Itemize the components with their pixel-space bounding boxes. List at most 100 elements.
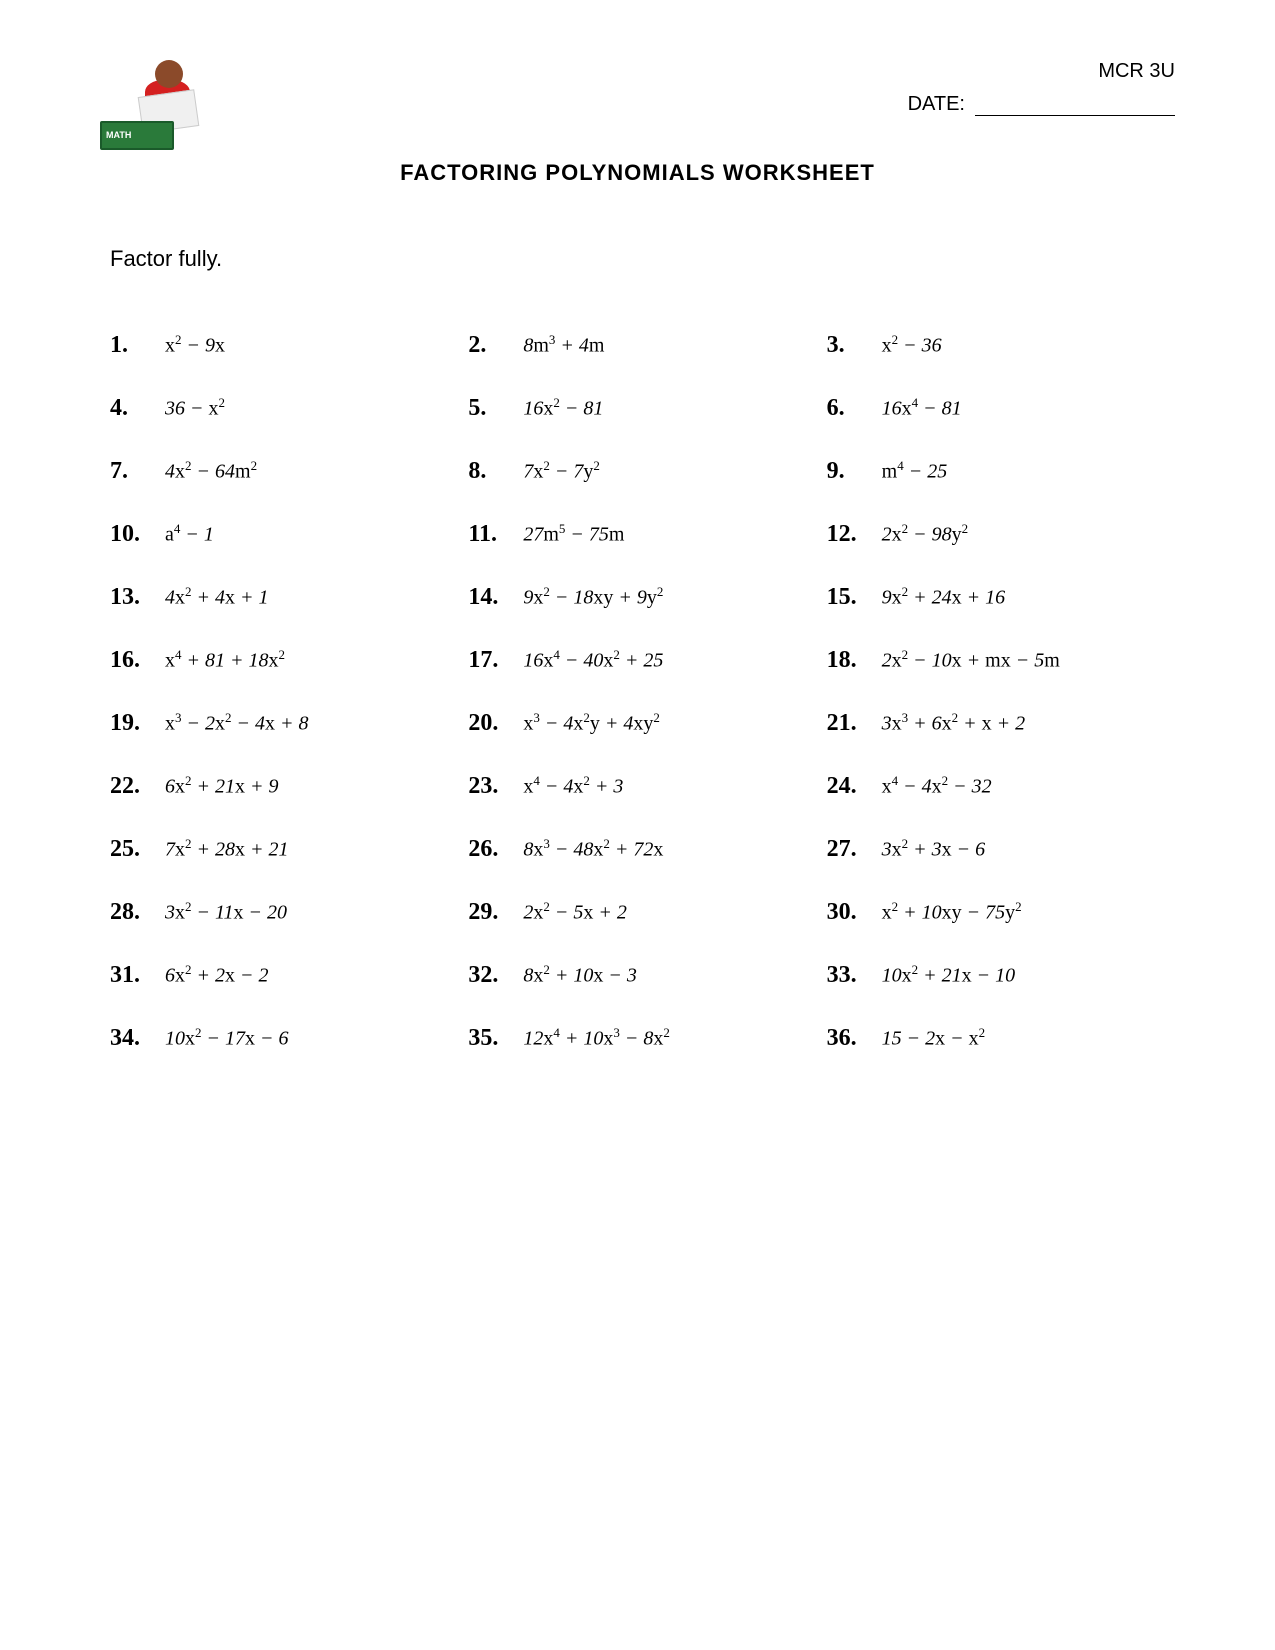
problem-expression: 16x2 − 81 — [523, 395, 603, 421]
problem-expression: 8x2 + 10x − 3 — [523, 962, 637, 988]
problem-expression: 9x2 − 18xy + 9y2 — [523, 584, 663, 610]
problem-expression: x4 − 4x2 + 3 — [523, 773, 623, 799]
problem-number: 22. — [110, 773, 165, 800]
problem-item: 35.12x4 + 10x3 − 8x2 — [468, 1025, 816, 1052]
problem-number: 30. — [827, 899, 882, 926]
problem-number: 5. — [468, 395, 523, 422]
problem-expression: 3x2 − 11x − 20 — [165, 899, 287, 925]
problem-expression: x2 − 36 — [882, 332, 942, 358]
problem-item: 18.2x2 − 10x + mx − 5m — [827, 647, 1175, 674]
problem-item: 7.4x2 − 64m2 — [110, 458, 458, 485]
instructions: Factor fully. — [110, 246, 1175, 272]
problem-item: 28.3x2 − 11x − 20 — [110, 899, 458, 926]
problem-expression: x3 − 2x2 − 4x + 8 — [165, 710, 309, 736]
problem-expression: 15 − 2x − x2 — [882, 1025, 986, 1051]
problem-number: 18. — [827, 647, 882, 674]
problem-item: 23.x4 − 4x2 + 3 — [468, 773, 816, 800]
course-code: MCR 3U — [908, 60, 1175, 83]
problem-number: 29. — [468, 899, 523, 926]
problem-expression: 2x2 − 10x + mx − 5m — [882, 647, 1060, 673]
problem-item: 3.x2 − 36 — [827, 332, 1175, 359]
problem-expression: 7x2 − 7y2 — [523, 458, 600, 484]
problem-item: 11.27m5 − 75m — [468, 521, 816, 548]
problem-number: 33. — [827, 962, 882, 989]
problem-expression: 36 − x2 — [165, 395, 225, 421]
problem-number: 23. — [468, 773, 523, 800]
problem-item: 21.3x3 + 6x2 + x + 2 — [827, 710, 1175, 737]
problem-expression: 3x3 + 6x2 + x + 2 — [882, 710, 1026, 736]
problem-number: 17. — [468, 647, 523, 674]
date-underline — [975, 115, 1175, 116]
problem-number: 3. — [827, 332, 882, 359]
problem-number: 25. — [110, 836, 165, 863]
problem-item: 26.8x3 − 48x2 + 72x — [468, 836, 816, 863]
problem-item: 5.16x2 − 81 — [468, 395, 816, 422]
problem-number: 12. — [827, 521, 882, 548]
problem-item: 30.x2 + 10xy − 75y2 — [827, 899, 1175, 926]
problem-expression: 10x2 − 17x − 6 — [165, 1025, 289, 1051]
problem-expression: x4 − 4x2 − 32 — [882, 773, 992, 799]
problem-item: 24.x4 − 4x2 − 32 — [827, 773, 1175, 800]
problem-expression: 12x4 + 10x3 − 8x2 — [523, 1025, 670, 1051]
problem-item: 27.3x2 + 3x − 6 — [827, 836, 1175, 863]
problem-item: 1.x2 − 9x — [110, 332, 458, 359]
problem-item: 33.10x2 + 21x − 10 — [827, 962, 1175, 989]
problems-grid: 1.x2 − 9x2.8m3 + 4m3.x2 − 364.36 − x25.1… — [110, 332, 1175, 1052]
problem-expression: x2 + 10xy − 75y2 — [882, 899, 1022, 925]
problem-item: 36.15 − 2x − x2 — [827, 1025, 1175, 1052]
problem-number: 20. — [468, 710, 523, 737]
problem-expression: 6x2 + 2x − 2 — [165, 962, 269, 988]
problem-number: 28. — [110, 899, 165, 926]
problem-number: 21. — [827, 710, 882, 737]
problem-number: 2. — [468, 332, 523, 359]
problem-number: 26. — [468, 836, 523, 863]
problem-number: 34. — [110, 1025, 165, 1052]
date-line: DATE: — [908, 93, 1175, 116]
problem-expression: 8x3 − 48x2 + 72x — [523, 836, 663, 862]
problem-number: 15. — [827, 584, 882, 611]
problem-number: 24. — [827, 773, 882, 800]
problem-expression: 4x2 − 64m2 — [165, 458, 257, 484]
problem-expression: 7x2 + 28x + 21 — [165, 836, 289, 862]
problem-item: 15.9x2 + 24x + 16 — [827, 584, 1175, 611]
problem-expression: x2 − 9x — [165, 332, 225, 358]
problem-expression: x3 − 4x2y + 4xy2 — [523, 710, 660, 736]
problem-expression: m4 − 25 — [882, 458, 948, 484]
problem-item: 4.36 − x2 — [110, 395, 458, 422]
problem-number: 6. — [827, 395, 882, 422]
logo-book-label: MATH — [102, 130, 131, 140]
problem-number: 35. — [468, 1025, 523, 1052]
problem-expression: a4 − 1 — [165, 521, 214, 547]
problem-number: 14. — [468, 584, 523, 611]
problem-item: 22.6x2 + 21x + 9 — [110, 773, 458, 800]
problem-number: 4. — [110, 395, 165, 422]
problem-expression: 6x2 + 21x + 9 — [165, 773, 279, 799]
problem-number: 36. — [827, 1025, 882, 1052]
problem-number: 8. — [468, 458, 523, 485]
problem-expression: 8m3 + 4m — [523, 332, 604, 358]
problem-item: 10.a4 − 1 — [110, 521, 458, 548]
problem-item: 29.2x2 − 5x + 2 — [468, 899, 816, 926]
problem-number: 16. — [110, 647, 165, 674]
problem-number: 27. — [827, 836, 882, 863]
problem-number: 31. — [110, 962, 165, 989]
header-right: MCR 3U DATE: — [908, 50, 1175, 116]
problem-number: 9. — [827, 458, 882, 485]
problem-item: 25.7x2 + 28x + 21 — [110, 836, 458, 863]
problem-item: 31.6x2 + 2x − 2 — [110, 962, 458, 989]
problem-number: 1. — [110, 332, 165, 359]
problem-expression: 2x2 − 98y2 — [882, 521, 969, 547]
worksheet-title: FACTORING POLYNOMIALS WORKSHEET — [100, 160, 1175, 186]
problem-item: 13.4x2 + 4x + 1 — [110, 584, 458, 611]
problem-item: 34.10x2 − 17x − 6 — [110, 1025, 458, 1052]
logo-icon: MATH — [100, 50, 220, 150]
problem-expression: 2x2 − 5x + 2 — [523, 899, 627, 925]
problem-number: 7. — [110, 458, 165, 485]
problem-expression: 16x4 − 81 — [882, 395, 962, 421]
problem-item: 16.x4 + 81 + 18x2 — [110, 647, 458, 674]
header-row: MATH MCR 3U DATE: — [100, 50, 1175, 150]
problem-item: 14.9x2 − 18xy + 9y2 — [468, 584, 816, 611]
problem-expression: 3x2 + 3x − 6 — [882, 836, 986, 862]
problem-item: 9.m4 − 25 — [827, 458, 1175, 485]
problem-item: 12.2x2 − 98y2 — [827, 521, 1175, 548]
